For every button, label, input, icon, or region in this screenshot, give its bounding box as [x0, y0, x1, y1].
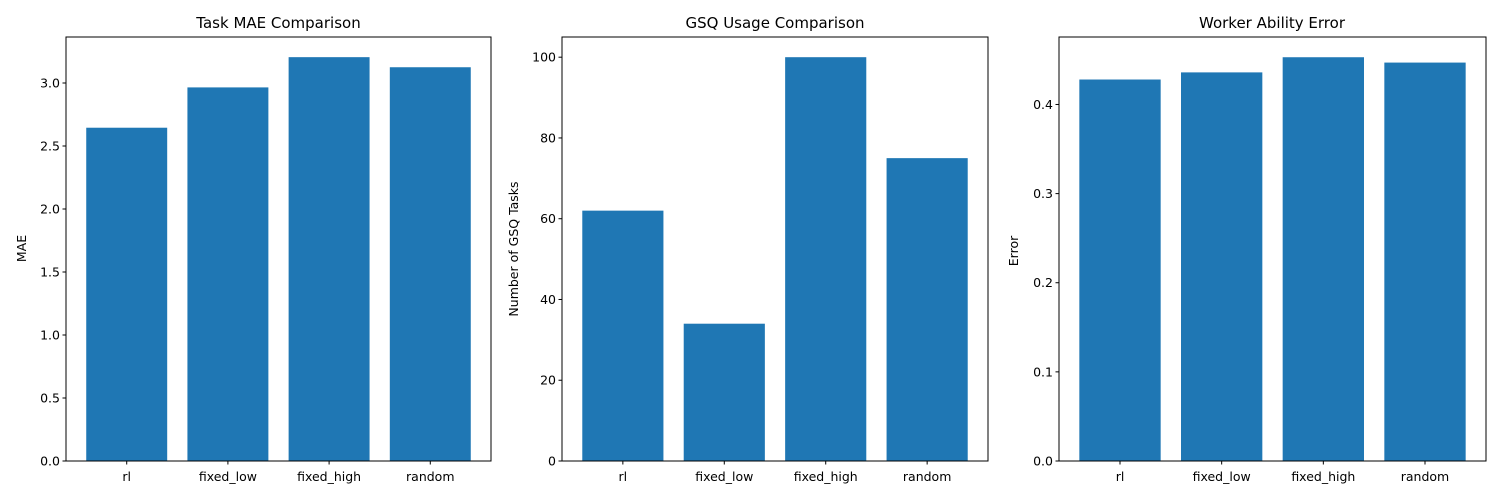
- bar-random: [1384, 62, 1466, 461]
- bar-rl: [1079, 79, 1161, 461]
- x-tick-label: random: [903, 469, 951, 484]
- bars: [1079, 57, 1466, 462]
- bars: [582, 57, 968, 461]
- x-tick-label: fixed_high: [794, 469, 858, 484]
- chart-title: Worker Ability Error: [1199, 14, 1346, 32]
- x-tick-label: fixed_low: [1193, 469, 1251, 484]
- bar-random: [886, 158, 968, 461]
- y-ticks: 0.0 0.5 1.0 1.5 2.0 2.5 3.0: [40, 75, 66, 469]
- bar-fixed_low: [683, 323, 765, 461]
- bar-rl: [86, 127, 168, 461]
- y-tick-label: 1.0: [40, 327, 60, 342]
- bar-random: [389, 67, 471, 461]
- x-ticks: rl fixed_low fixed_high random: [1116, 461, 1449, 484]
- bar-fixed_high: [1282, 57, 1364, 462]
- y-axis-label: Number of GSQ Tasks: [506, 181, 521, 316]
- x-ticks: rl fixed_low fixed_high random: [619, 461, 951, 484]
- y-tick-label: 2.5: [40, 138, 60, 153]
- y-tick-label: 0.1: [1033, 364, 1053, 379]
- axes-frame: [65, 36, 492, 462]
- chart-title: GSQ Usage Comparison: [685, 14, 864, 32]
- y-tick-label: 20: [540, 373, 556, 388]
- x-tick-label: random: [406, 469, 454, 484]
- y-tick-label: 0.4: [1033, 97, 1053, 112]
- x-tick-label: fixed_low: [695, 469, 753, 484]
- x-tick-label: random: [1401, 469, 1449, 484]
- panel-gsq-usage: GSQ Usage Comparison Number of GSQ Tasks…: [506, 14, 989, 484]
- y-tick-label: 80: [540, 130, 556, 145]
- x-tick-label: rl: [122, 469, 131, 484]
- y-ticks: 0 20 40 60 80 100: [532, 50, 562, 469]
- x-ticks: rl fixed_low fixed_high random: [122, 461, 455, 484]
- axes-frame: [1058, 36, 1487, 462]
- y-tick-label: 0.0: [1033, 454, 1053, 469]
- x-tick-label: fixed_low: [199, 469, 257, 484]
- bar-rl: [582, 210, 664, 461]
- x-tick-label: rl: [619, 469, 628, 484]
- y-tick-label: 40: [540, 292, 556, 307]
- bar-fixed_low: [1181, 72, 1263, 462]
- x-tick-label: fixed_high: [297, 469, 361, 484]
- panel-worker-ability-error: Worker Ability Error Error 0.00.10.20.30…: [1006, 14, 1487, 484]
- bars: [86, 57, 471, 462]
- y-tick-label: 0.5: [40, 390, 60, 405]
- y-tick-label: 0: [548, 454, 556, 469]
- y-ticks: 0.0 0.1 0.2 0.3 0.4: [1033, 97, 1059, 469]
- y-tick-label: 3.0: [40, 75, 60, 90]
- y-axis-label: Error: [1006, 235, 1021, 266]
- y-axis-label: MAE: [14, 235, 29, 262]
- bar-fixed_high: [785, 57, 867, 461]
- bar-fixed_low: [187, 87, 269, 462]
- y-tick-label: 1.5: [40, 264, 60, 279]
- y-tick-label: 0.0: [40, 454, 60, 469]
- y-tick-label: 0.2: [1033, 275, 1053, 290]
- y-tick-label: 0.3: [1033, 186, 1053, 201]
- panel-task-mae: Task MAE Comparison MAE 0.0 0.5 1.0 1.5 2.0 2…: [14, 14, 492, 484]
- x-tick-label: rl: [1116, 469, 1125, 484]
- y-tick-label: 60: [540, 211, 556, 226]
- y-tick-label: 100: [532, 50, 556, 65]
- y-tick-label: 2.0: [40, 201, 60, 216]
- axes-frame: [561, 36, 989, 462]
- bar-fixed_high: [288, 57, 370, 462]
- x-tick-label: fixed_high: [1291, 469, 1355, 484]
- chart-title: Task MAE Comparison: [195, 14, 360, 32]
